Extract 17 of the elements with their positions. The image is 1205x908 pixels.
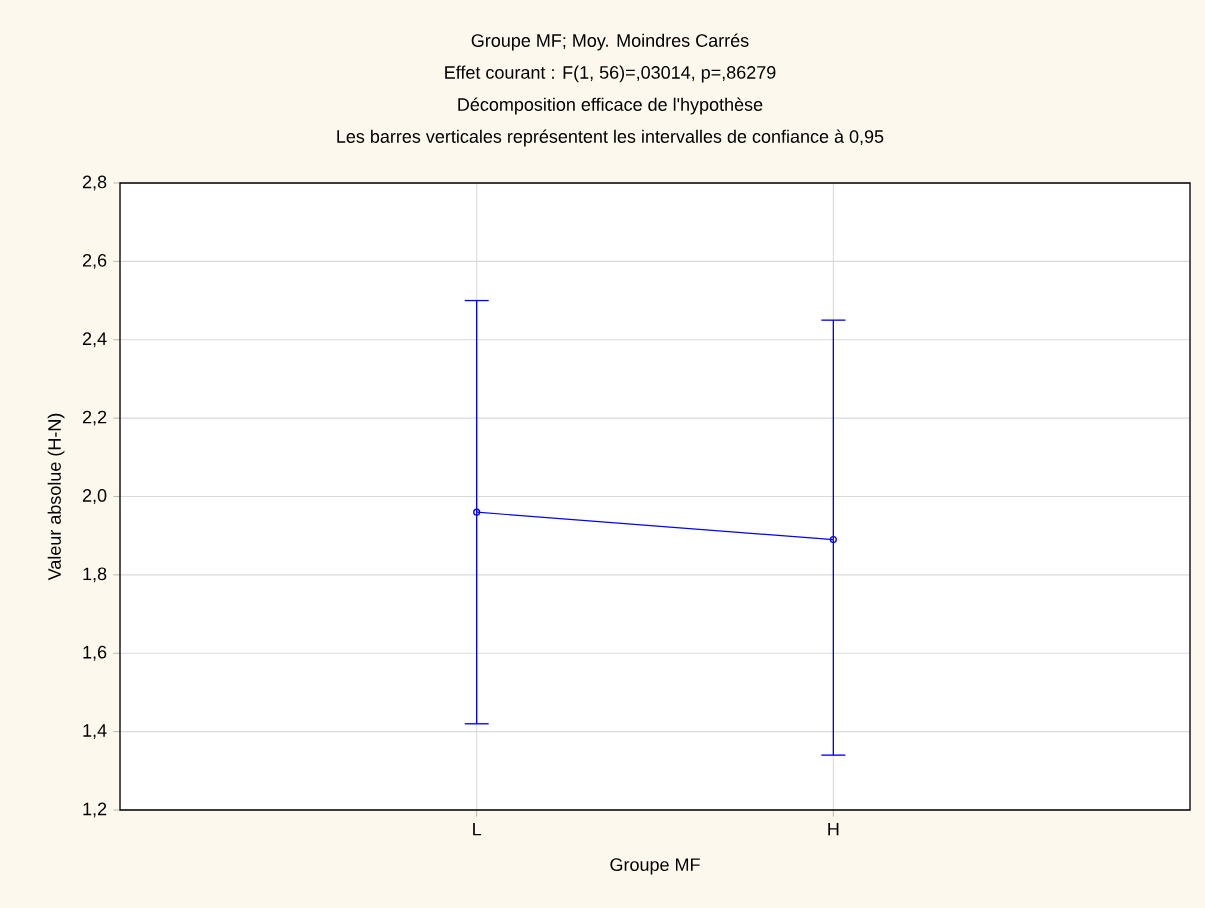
y-tick-label: 2,2 xyxy=(82,410,107,426)
chart-subtitle: Effet courant : F(1, 56)=,03014, p=,86279 xyxy=(445,65,776,83)
x-tick-label: H xyxy=(828,822,839,836)
x-axis-title: Groupe MF xyxy=(610,858,700,875)
y-axis-title: Valeur absolue (H-N) xyxy=(47,413,65,581)
y-tick-label: 1,8 xyxy=(83,567,107,583)
x-tick-label: L xyxy=(473,822,482,836)
text: Décomposition efficace de l'hypothèse xyxy=(458,97,763,115)
y-tick-label: 1,6 xyxy=(83,645,107,661)
y-tick-label: 1,4 xyxy=(83,724,107,739)
y-tick-label: 2,8 xyxy=(82,175,107,191)
y-tick-label: 2,4 xyxy=(82,332,107,348)
chart-title: Groupe MF; Moy. Moindres Carrés xyxy=(471,33,749,51)
text: Les barres verticales représentent les intervalles de confiance à 0,95 xyxy=(337,129,884,147)
y-tick-label: 1,2 xyxy=(83,802,107,818)
y-tick-label: 2,6 xyxy=(82,253,107,269)
y-tick-label: 2,0 xyxy=(82,489,107,504)
